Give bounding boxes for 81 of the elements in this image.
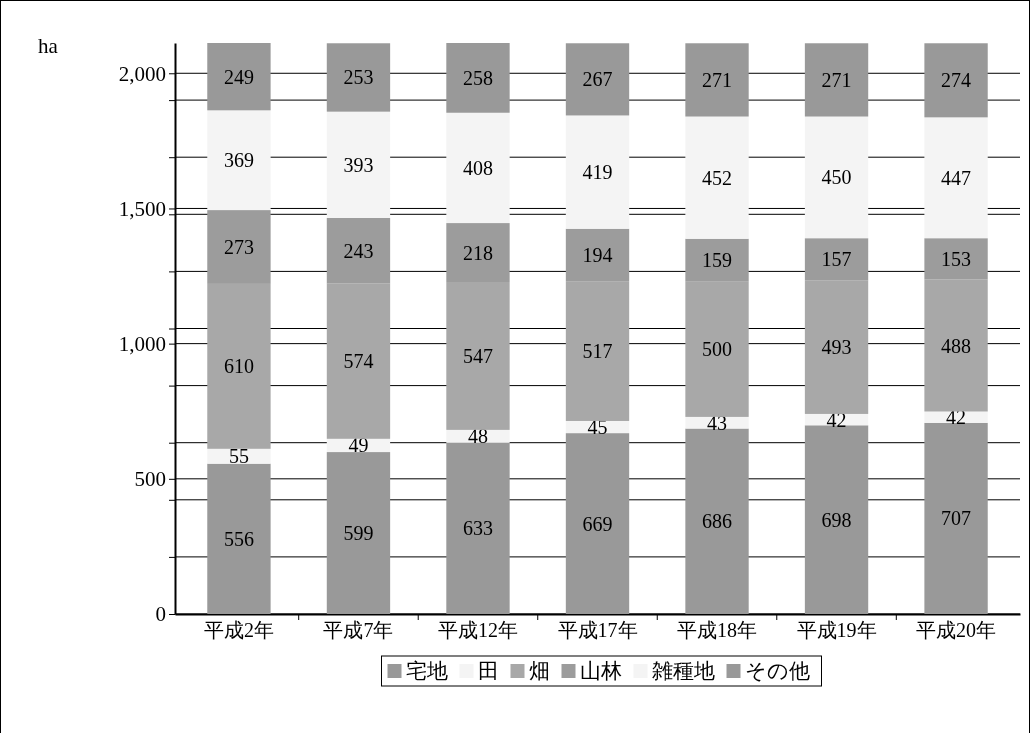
bar <box>924 422 988 614</box>
data-label: 450 <box>821 166 852 189</box>
y-axis-title: ha <box>38 34 59 58</box>
data-label: 452 <box>702 166 733 189</box>
data-label: 194 <box>582 243 613 266</box>
data-label: 686 <box>702 510 733 533</box>
legend-label: 雑種地 <box>651 659 715 683</box>
data-label: 42 <box>826 408 847 431</box>
y-tick-label: 2,000 <box>118 61 166 86</box>
data-label: 249 <box>223 65 254 88</box>
data-label: 45 <box>587 416 608 439</box>
x-tick-label: 平成7年 <box>323 619 394 641</box>
data-label: 447 <box>941 166 972 189</box>
data-label: 610 <box>223 355 254 378</box>
bar <box>446 442 510 614</box>
bar <box>685 43 749 117</box>
data-label: 274 <box>941 69 972 92</box>
data-label: 49 <box>348 434 369 457</box>
legend-label: 宅地 <box>405 659 448 683</box>
data-label: 488 <box>941 334 972 357</box>
data-label: 556 <box>223 527 254 550</box>
bar <box>685 428 749 614</box>
data-label: 253 <box>343 66 374 89</box>
data-label: 159 <box>702 249 733 272</box>
x-tick-label: 平成19年 <box>796 619 877 641</box>
data-label: 408 <box>462 156 493 179</box>
bar <box>446 112 510 224</box>
data-label: 599 <box>343 522 374 545</box>
x-tick-label: 平成18年 <box>677 619 758 641</box>
data-label: 271 <box>702 68 733 91</box>
data-label: 48 <box>467 425 488 448</box>
y-tick-label: 1,500 <box>118 196 166 221</box>
data-label: 267 <box>582 68 613 91</box>
data-label: 707 <box>941 507 972 530</box>
data-label: 633 <box>462 517 493 540</box>
bar <box>565 43 630 116</box>
data-label: 369 <box>223 149 254 172</box>
legend-label: 田 <box>477 659 499 683</box>
legend-label: その他 <box>744 659 810 683</box>
data-label: 243 <box>343 239 374 262</box>
data-label: 517 <box>582 340 613 363</box>
data-label: 153 <box>941 247 972 270</box>
data-label: 419 <box>582 161 613 184</box>
data-label: 271 <box>821 68 852 91</box>
data-label: 574 <box>343 350 374 373</box>
data-label: 43 <box>707 411 728 434</box>
bar <box>924 43 988 118</box>
bar <box>685 116 749 239</box>
bar <box>804 116 869 239</box>
legend-label: 山林 <box>579 659 622 683</box>
legend-label: 畑 <box>528 659 550 683</box>
bar <box>565 115 630 229</box>
data-label: 258 <box>462 66 493 89</box>
bar <box>326 452 391 614</box>
y-tick-label: 0 <box>155 602 166 627</box>
bar <box>924 117 988 239</box>
bar <box>804 43 869 117</box>
data-label: 493 <box>821 336 852 359</box>
bar <box>326 111 391 218</box>
bar <box>326 43 391 112</box>
data-label: 393 <box>343 153 374 176</box>
y-tick-label: 1,000 <box>118 331 166 356</box>
bar <box>207 463 271 614</box>
bar <box>804 425 869 614</box>
data-label: 55 <box>228 445 249 468</box>
x-tick-label: 平成20年 <box>916 619 997 641</box>
data-label: 669 <box>582 512 613 535</box>
bar <box>565 433 630 614</box>
data-label: 218 <box>462 241 493 264</box>
bar <box>446 43 510 113</box>
bar <box>207 110 271 211</box>
data-label: 273 <box>223 235 254 258</box>
y-tick-label: 500 <box>134 467 166 492</box>
x-tick-label: 平成2年 <box>203 619 274 641</box>
bar <box>207 43 271 111</box>
data-label: 547 <box>462 344 493 367</box>
x-tick-label: 平成17年 <box>557 619 638 641</box>
data-label: 157 <box>821 248 852 271</box>
data-label: 698 <box>821 508 852 531</box>
x-tick-label: 平成12年 <box>437 619 518 641</box>
data-label: 500 <box>702 338 733 361</box>
